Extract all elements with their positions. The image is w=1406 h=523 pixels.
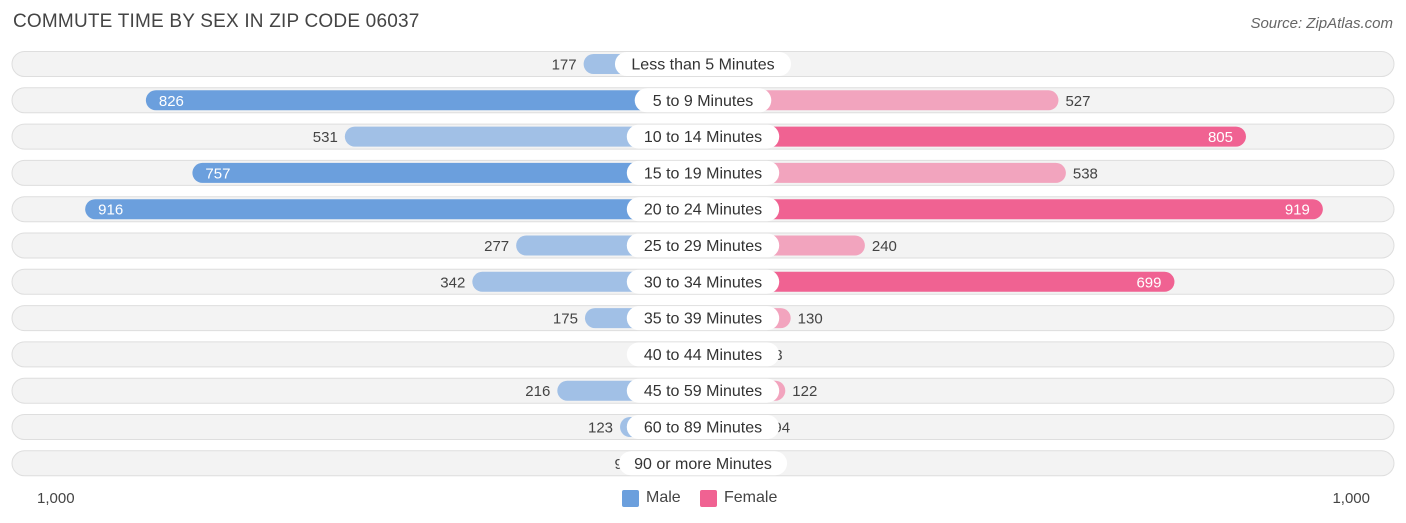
value-label-female: 122 [792,383,817,400]
category-label: 15 to 19 Minutes [644,165,762,182]
value-label-female: 240 [872,238,897,255]
category-pill [626,197,780,222]
value-label-female: 130 [798,311,823,328]
value-label-female: 699 [1136,274,1161,291]
value-label-male: 757 [205,165,230,182]
legend-female-swatch [700,489,717,507]
value-label-female: 805 [1208,129,1233,146]
category-pill [626,269,780,294]
value-label-male: 531 [313,129,338,146]
legend-male: Male [622,488,681,508]
category-pill [634,88,772,113]
category-pill [626,306,780,331]
category-pill [614,52,792,76]
category-label: 10 to 14 Minutes [644,129,762,146]
value-label-female: 538 [1073,165,1098,182]
value-label-male: 342 [440,274,465,291]
category-pill [626,415,780,439]
category-label: 90 or more Minutes [634,456,772,473]
axis-label-left: 1,000 [37,490,75,507]
category-label: 40 to 44 Minutes [644,347,762,364]
category-pill [626,342,780,367]
value-label-male: 277 [484,238,509,255]
category-pill [626,160,780,185]
category-pill [626,233,780,258]
value-label-male: 216 [525,383,550,400]
bar-male [145,90,703,111]
value-label-male: 123 [588,420,613,437]
bar-male [85,199,703,220]
bar-male [344,126,703,147]
category-pill [626,378,780,403]
value-label-male: 175 [553,311,578,328]
bar-male [192,162,703,183]
value-label-male: 826 [159,93,184,110]
category-pill [626,124,780,149]
value-label-female: 527 [1065,93,1090,110]
legend-female: Female [700,488,777,508]
legend-female-label: Female [724,489,778,506]
category-label: 35 to 39 Minutes [644,311,762,328]
category-label: Less than 5 Minutes [631,57,774,74]
source-note: Source: ZipAtlas.com [1250,15,1393,32]
bar-female [703,199,1323,220]
category-pill [618,451,788,476]
category-label: 60 to 89 Minutes [644,420,762,437]
legend-male-label: Male [646,489,681,506]
category-label: 30 to 34 Minutes [644,274,762,291]
category-label: 20 to 24 Minutes [644,202,762,219]
chart-title: COMMUTE TIME BY SEX IN ZIP CODE 06037 [13,11,420,32]
category-label: 25 to 29 Minutes [644,238,762,255]
category-label: 5 to 9 Minutes [653,93,754,110]
legend-male-swatch [622,489,639,507]
value-label-male: 916 [98,202,123,219]
value-label-male: 177 [552,57,577,74]
bar-female [703,271,1175,292]
bar-female [703,126,1246,147]
bar-female [703,90,1059,111]
bar-female [703,162,1066,183]
axis-label-right: 1,000 [1332,490,1370,507]
value-label-female: 919 [1285,202,1310,219]
category-label: 45 to 59 Minutes [644,383,762,400]
